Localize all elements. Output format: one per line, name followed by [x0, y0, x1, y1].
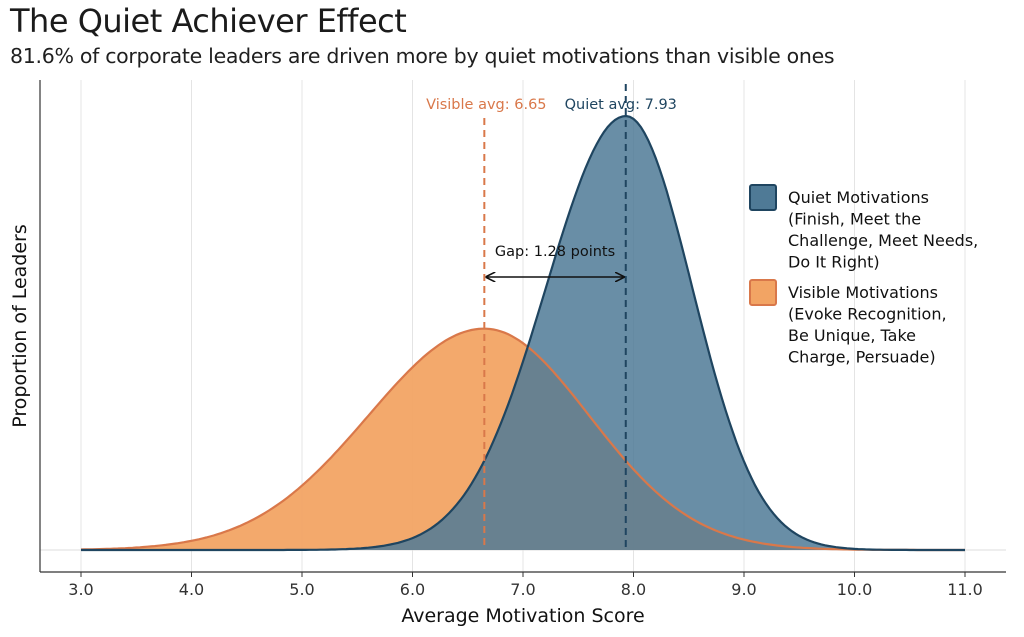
- legend-visible-label: Be Unique, Take: [788, 326, 916, 345]
- x-tick-label: 6.0: [400, 580, 425, 599]
- x-tick-label: 7.0: [510, 580, 535, 599]
- legend-quiet-label: Challenge, Meet Needs,: [788, 231, 978, 250]
- visible-curve: [80, 327, 965, 552]
- x-tick-label: 3.0: [68, 580, 93, 599]
- legend-visible-label: (Evoke Recognition,: [788, 305, 947, 324]
- legend-visible-label: Visible Motivations: [788, 283, 938, 302]
- quiet-area: [81, 116, 965, 550]
- legend: Quiet Motivations (Finish, Meet the Challe…: [749, 184, 978, 367]
- x-tick-label: 9.0: [731, 580, 756, 599]
- x-tick-label: 8.0: [621, 580, 646, 599]
- x-tick-label: 4.0: [179, 580, 204, 599]
- legend-visible-swatch: [749, 279, 777, 306]
- x-tick-label: 10.0: [837, 580, 873, 599]
- axes: 3.0 4.0 5.0 6.0 7.0 8.0 9.0 10.0 11.0 Average Mot…: [9, 80, 1006, 627]
- legend-quiet-label: (Finish, Meet the: [788, 210, 921, 229]
- gap-label: Gap: 1.28 points: [495, 244, 615, 260]
- legend-quiet-label: Do It Right): [788, 253, 880, 272]
- quiet-avg-label: Quiet avg: 7.93: [565, 97, 677, 113]
- visible-avg-label: Visible avg: 6.65: [426, 97, 546, 113]
- legend-visible-label: Charge, Persuade): [788, 348, 936, 367]
- x-axis-title: Average Motivation Score: [401, 605, 644, 627]
- density-areas: [80, 114, 965, 552]
- y-axis-title: Proportion of Leaders: [9, 224, 31, 427]
- chart-subtitle: 81.6% of corporate leaders are driven mo…: [10, 44, 835, 68]
- x-tick-label: 11.0: [947, 580, 983, 599]
- quiet-curve: [81, 114, 965, 552]
- legend-quiet-label: Quiet Motivations: [788, 188, 929, 207]
- legend-quiet-swatch: [749, 184, 777, 211]
- x-tick-label: 5.0: [289, 580, 314, 599]
- annotations: Visible avg: 6.65 Quiet avg: 7.93 Gap: 1.2…: [426, 84, 677, 550]
- chart-title: The Quiet Achiever Effect: [10, 2, 407, 40]
